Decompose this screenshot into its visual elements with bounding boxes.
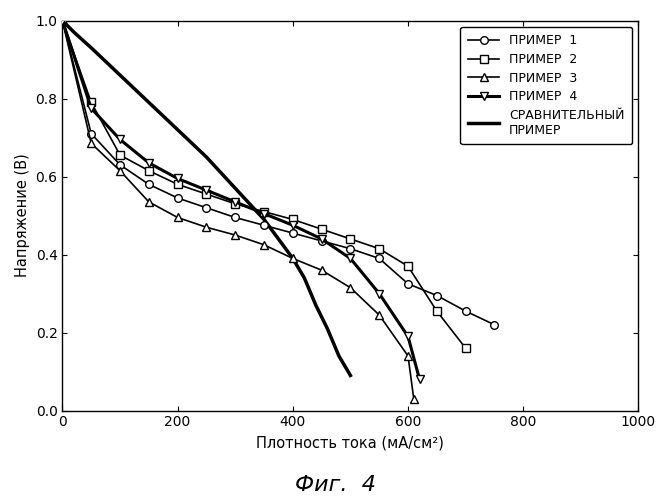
ПРИМЕР  2 [174,182,182,188]
ПРИМЕР  4 [203,187,211,193]
ПРИМЕР  1 [317,238,325,244]
ПРИМЕР  1 [346,246,354,252]
ПРИМЕР  3 [404,353,412,359]
Line: ПРИМЕР  3: ПРИМЕР 3 [58,16,417,402]
ПРИМЕР  2 [317,226,325,232]
ПРИМЕР  2 [116,152,124,158]
ПРИМЕР  3 [317,267,325,273]
ПРИМЕР  4 [404,334,412,340]
Y-axis label: Напряжение (В): Напряжение (В) [15,154,30,278]
ПРИМЕР  3 [87,140,95,146]
Text: Фиг.  4: Фиг. 4 [295,475,376,495]
ПРИМЕР  1 [174,195,182,201]
ПРИМЕР  4 [87,106,95,112]
ПРИМЕР  3 [58,18,66,24]
Line: ПРИМЕР  1: ПРИМЕР 1 [58,16,499,328]
ПРИМЕР  4 [317,236,325,242]
СРАВНИТЕЛЬНЫЙ
ПРИМЕР [289,256,297,262]
ПРИМЕР  1 [433,292,441,298]
ПРИМЕР  2 [346,236,354,242]
ПРИМЕР  1 [87,130,95,136]
ПРИМЕР  1 [116,162,124,168]
ПРИМЕР  2 [404,264,412,270]
ПРИМЕР  2 [433,308,441,314]
ПРИМЕР  1 [491,322,499,328]
ПРИМЕР  3 [260,242,268,248]
X-axis label: Плотность тока (мА/см²): Плотность тока (мА/см²) [256,435,444,450]
ПРИМЕР  2 [462,345,470,351]
СРАВНИТЕЛЬНЫЙ
ПРИМЕР [203,154,211,160]
СРАВНИТЕЛЬНЫЙ
ПРИМЕР [116,72,124,78]
ПРИМЕР  3 [410,396,418,402]
ПРИМЕР  1 [462,308,470,314]
ПРИМЕР  2 [375,246,383,252]
СРАВНИТЕЛЬНЫЙ
ПРИМЕР [323,326,331,332]
ПРИМЕР  4 [415,376,423,382]
СРАВНИТЕЛЬНЫЙ
ПРИМЕР [231,185,240,191]
ПРИМЕР  3 [174,214,182,220]
ПРИМЕР  1 [260,222,268,228]
СРАВНИТЕЛЬНЫЙ
ПРИМЕР [70,29,78,35]
СРАВНИТЕЛЬНЫЙ
ПРИМЕР [58,18,66,24]
СРАВНИТЕЛЬНЫЙ
ПРИМЕР [174,126,182,132]
Legend: ПРИМЕР  1, ПРИМЕР  2, ПРИМЕР  3, ПРИМЕР  4, СРАВНИТЕЛЬНЫЙ
ПРИМЕР: ПРИМЕР 1, ПРИМЕР 2, ПРИМЕР 3, ПРИМЕР 4, … [460,26,632,144]
ПРИМЕР  1 [375,256,383,262]
ПРИМЕР  4 [375,290,383,296]
ПРИМЕР  2 [58,18,66,24]
Line: ПРИМЕР  2: ПРИМЕР 2 [58,16,470,352]
СРАВНИТЕЛЬНЫЙ
ПРИМЕР [87,45,95,51]
СРАВНИТЕЛЬНЫЙ
ПРИМЕР [301,275,309,281]
ПРИМЕР  4 [260,210,268,216]
ПРИМЕР  2 [87,100,95,105]
ПРИМЕР  4 [145,160,153,166]
ПРИМЕР  2 [145,168,153,173]
Line: СРАВНИТЕЛЬНЫЙ
ПРИМЕР: СРАВНИТЕЛЬНЫЙ ПРИМЕР [62,20,350,376]
ПРИМЕР  1 [203,204,211,210]
ПРИМЕР  3 [289,256,297,262]
ПРИМЕР  2 [289,216,297,222]
ПРИМЕР  4 [289,222,297,228]
ПРИМЕР  1 [231,214,240,220]
СРАВНИТЕЛЬНЫЙ
ПРИМЕР [145,100,153,105]
ПРИМЕР  2 [260,208,268,214]
ПРИМЕР  3 [145,199,153,205]
ПРИМЕР  4 [231,199,240,205]
ПРИМЕР  4 [58,18,66,24]
СРАВНИТЕЛЬНЫЙ
ПРИМЕР [312,302,320,308]
ПРИМЕР  3 [116,168,124,173]
ПРИМЕР  1 [404,281,412,287]
СРАВНИТЕЛЬНЫЙ
ПРИМЕР [335,353,343,359]
ПРИМЕР  1 [145,182,153,188]
ПРИМЕР  3 [203,224,211,230]
ПРИМЕР  4 [174,176,182,182]
ПРИМЕР  1 [289,230,297,236]
СРАВНИТЕЛЬНЫЙ
ПРИМЕР [346,372,354,378]
ПРИМЕР  2 [231,201,240,207]
ПРИМЕР  2 [203,191,211,197]
Line: ПРИМЕР  4: ПРИМЕР 4 [58,16,423,383]
ПРИМЕР  3 [231,232,240,238]
ПРИМЕР  3 [346,284,354,290]
ПРИМЕР  4 [116,136,124,142]
ПРИМЕР  1 [58,18,66,24]
ПРИМЕР  3 [375,312,383,318]
СРАВНИТЕЛЬНЫЙ
ПРИМЕР [260,216,268,222]
ПРИМЕР  4 [346,256,354,262]
